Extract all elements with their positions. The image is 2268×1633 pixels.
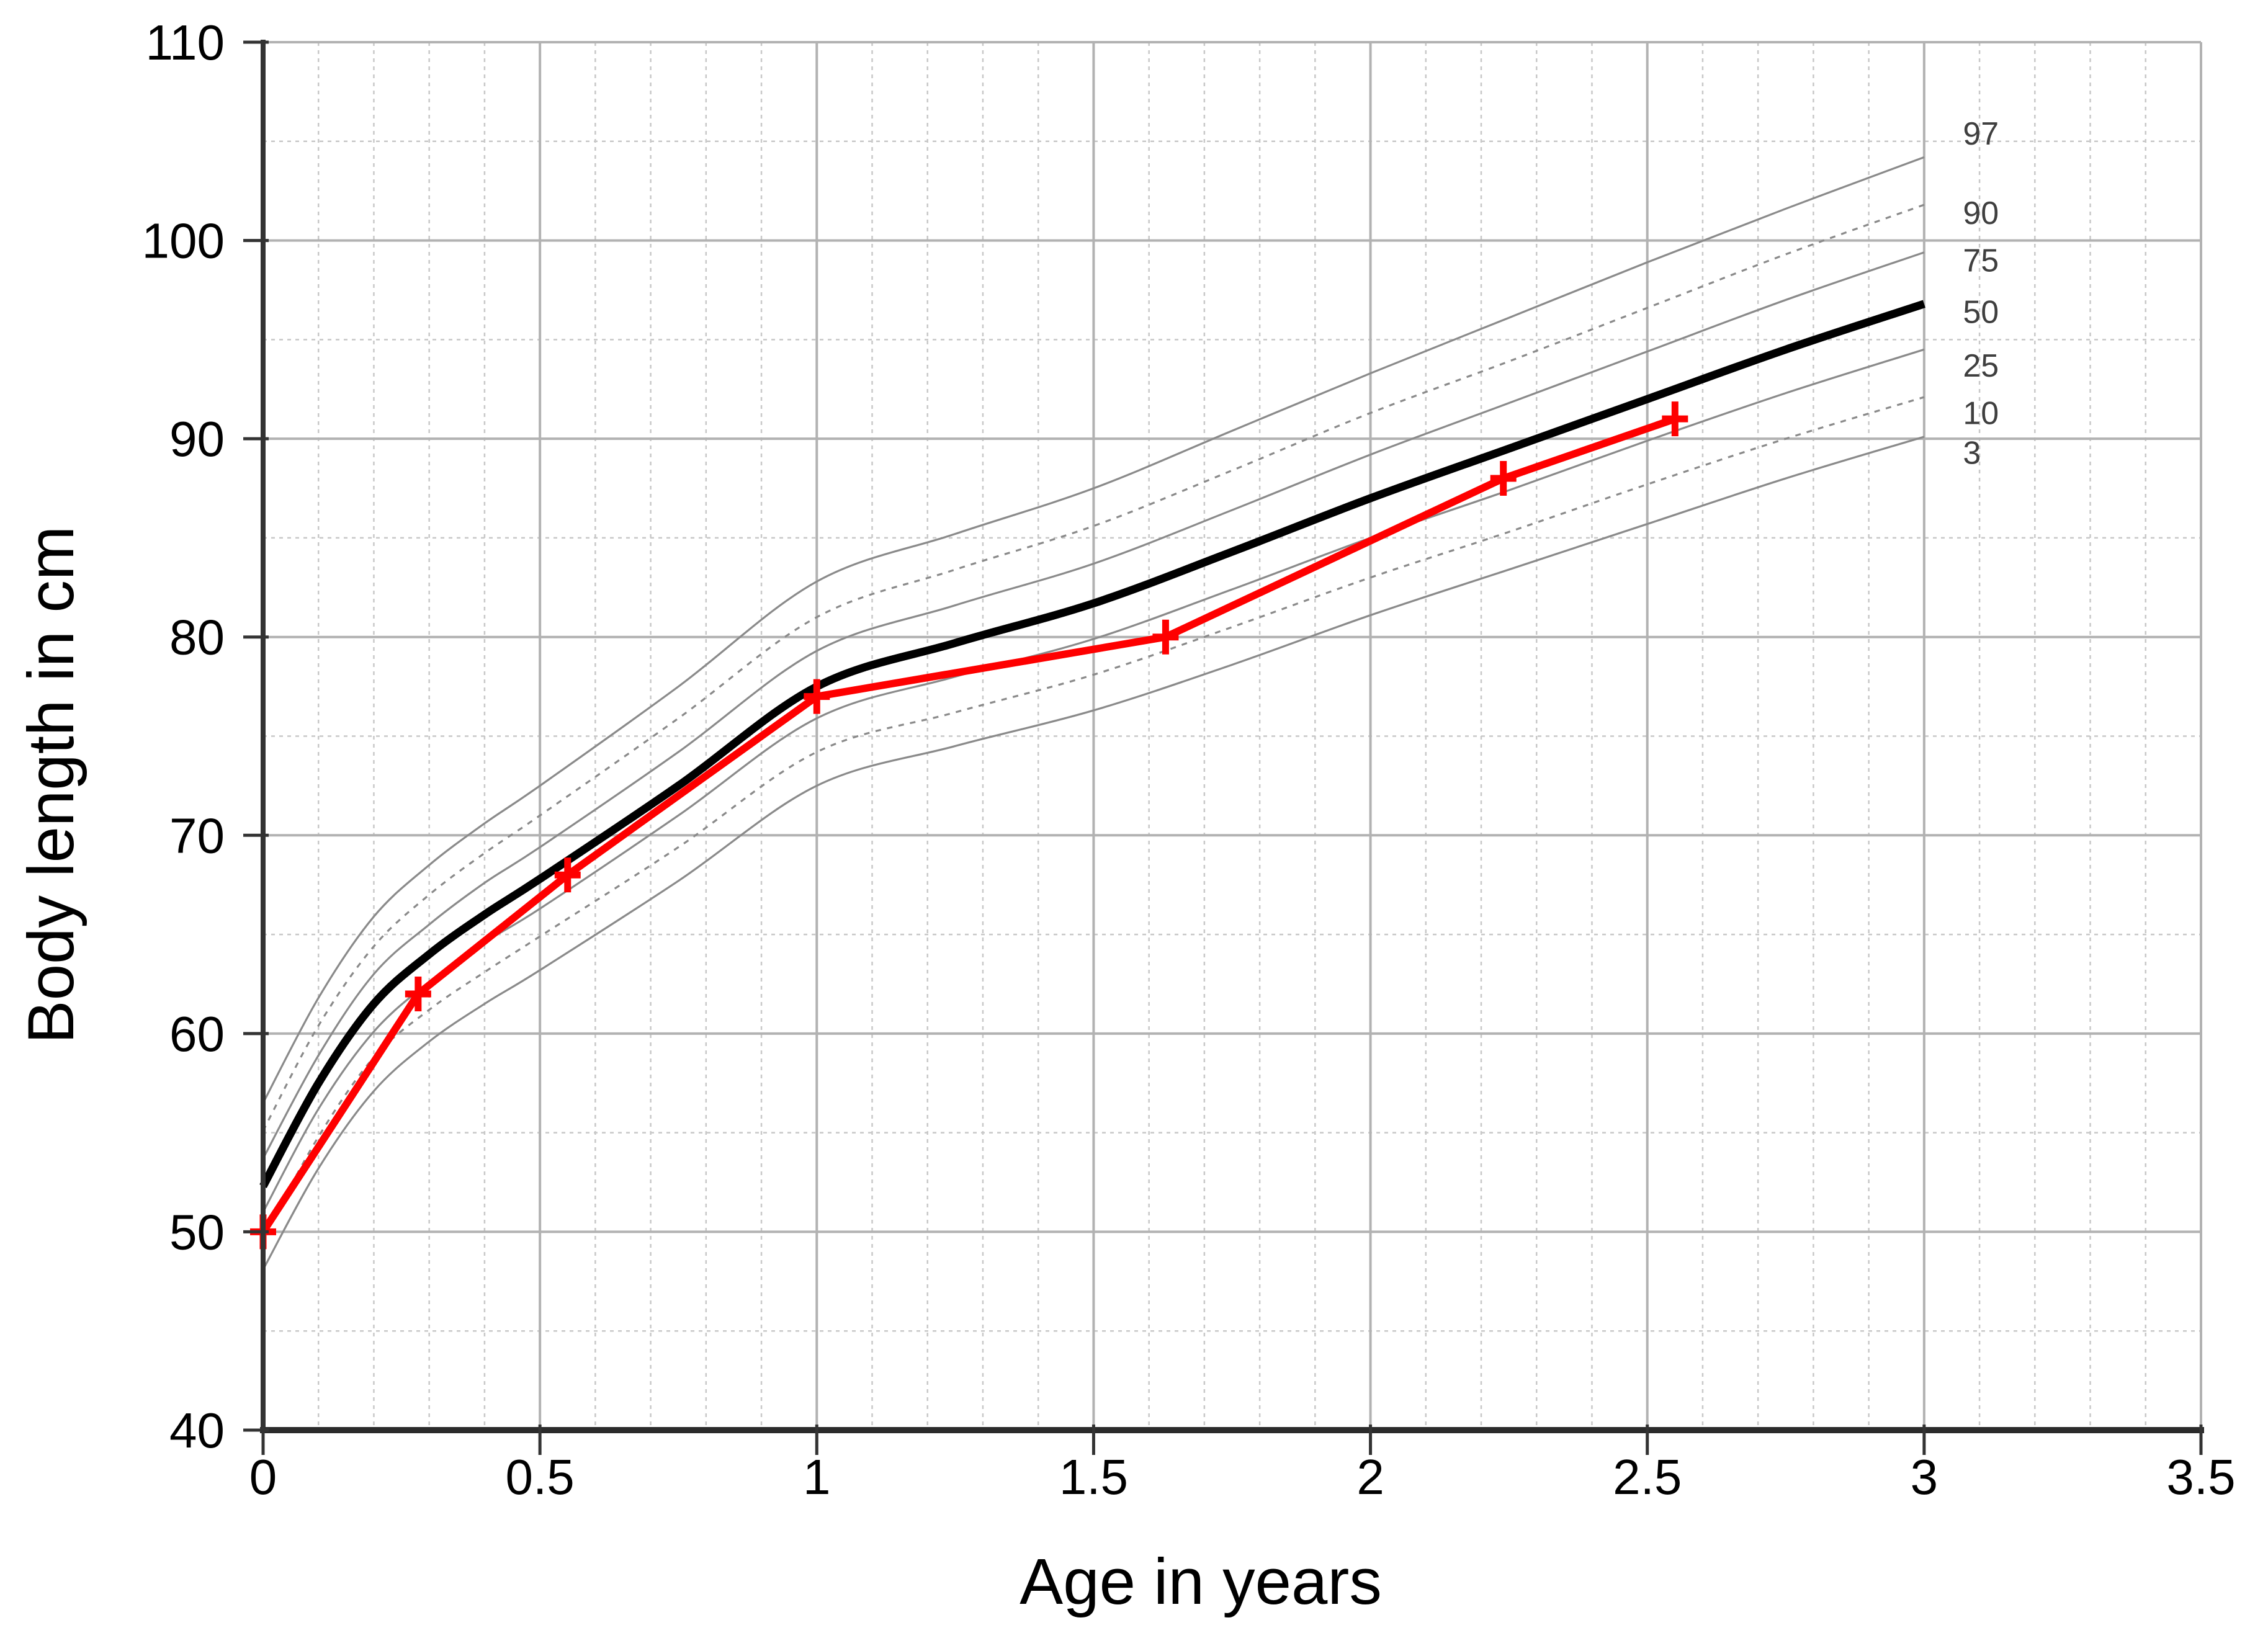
percentile-label-97: 97 — [1963, 116, 1999, 152]
patient-data-point-marker — [1152, 619, 1179, 655]
x-tick-label: 0 — [249, 1449, 277, 1505]
percentile-label-90: 90 — [1963, 195, 1999, 231]
patient-data-point-marker — [1662, 401, 1688, 437]
percentile-label-10: 10 — [1963, 396, 1999, 432]
percentile-curve-90 — [262, 204, 1925, 1132]
percentile-curve-75 — [262, 251, 1925, 1159]
percentile-label-75: 75 — [1963, 243, 1999, 279]
percentile-curve-97 — [262, 156, 1925, 1104]
y-tick-label: 60 — [169, 1006, 225, 1062]
percentile-curve-3 — [262, 436, 1925, 1270]
x-tick-label: 3 — [1911, 1449, 1939, 1505]
percentile-curve-50 — [259, 300, 1925, 1189]
y-axis-title: Body length in cm — [15, 526, 87, 1044]
percentile-label-3: 3 — [1963, 436, 1981, 472]
percentile-label-50: 50 — [1963, 295, 1999, 331]
x-tick-label: 2.5 — [1613, 1449, 1682, 1505]
y-tick-label: 110 — [145, 15, 225, 70]
percentile-label-25: 25 — [1963, 348, 1999, 384]
patient-series-line — [259, 415, 1677, 1234]
x-tick-label: 1.5 — [1059, 1449, 1128, 1505]
y-tick-label: 100 — [142, 213, 225, 269]
y-tick-label: 80 — [169, 610, 225, 665]
x-tick-label: 2 — [1356, 1449, 1384, 1505]
patient-data-point-marker — [405, 976, 431, 1011]
patient-data-point-marker — [1490, 461, 1517, 496]
x-tick-label: 3.5 — [2166, 1449, 2235, 1505]
x-axis-title: Age in years — [1020, 1546, 1382, 1618]
y-tick-label: 50 — [169, 1204, 225, 1259]
y-tick-label: 70 — [169, 808, 225, 863]
x-tick-label: 1 — [803, 1449, 831, 1505]
patient-data-point-marker — [804, 679, 830, 714]
patient-data-point-marker — [554, 857, 581, 893]
y-tick-label: 40 — [169, 1403, 225, 1458]
x-tick-label: 0.5 — [506, 1449, 575, 1505]
chart-layers: 40 50 60 70 80 90 100 110 0 0.5 1 1.5 2 2.5 3 3.5 97 90 75… — [142, 15, 2236, 1505]
y-tick-label: 90 — [169, 411, 225, 467]
